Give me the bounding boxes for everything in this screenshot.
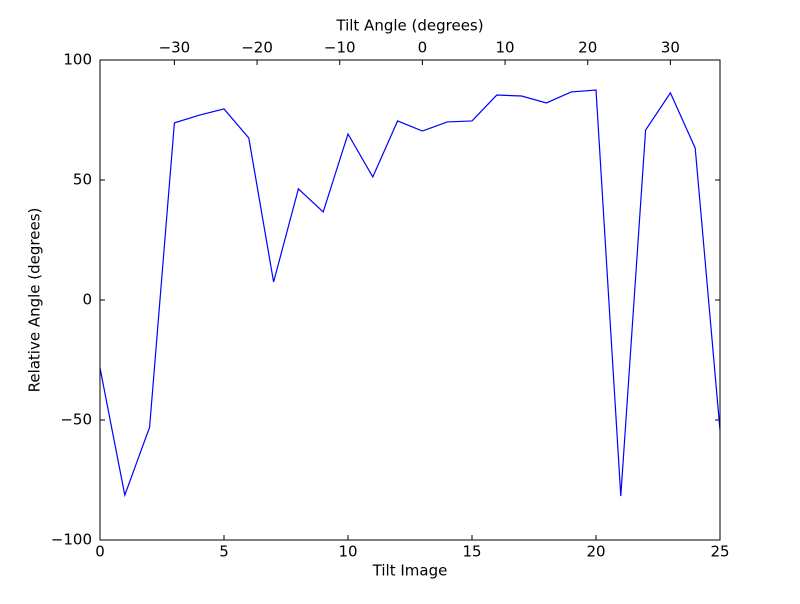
y-tick-label: −50 <box>60 411 92 429</box>
x-tick-label: 5 <box>219 543 229 561</box>
x-tick-label: 25 <box>710 543 729 561</box>
x2-tick-label: 30 <box>661 39 680 57</box>
y-tick-label: 0 <box>82 291 92 309</box>
x-tick-label: 20 <box>586 543 605 561</box>
y-tick-label: −100 <box>51 531 92 549</box>
x2-axis-label: Tilt Angle (degrees) <box>335 17 483 35</box>
line-series <box>99 89 721 498</box>
x-axis-label: Tilt Image <box>372 562 448 580</box>
x2-tick-label: 10 <box>496 39 515 57</box>
x2-tick-label: −20 <box>241 39 273 57</box>
x-tick-label: 0 <box>95 543 105 561</box>
y-tick-label: 100 <box>63 51 92 69</box>
y-tick-label: 50 <box>73 171 92 189</box>
x-tick-label: 15 <box>462 543 481 561</box>
x2-tick-label: 0 <box>418 39 428 57</box>
x2-tick-label: 20 <box>578 39 597 57</box>
x2-tick-label: −30 <box>159 39 191 57</box>
x-tick-label: 10 <box>338 543 357 561</box>
plot-frame <box>99 59 721 541</box>
x2-tick-label: −10 <box>324 39 356 57</box>
y-axis-label: Relative Angle (degrees) <box>26 208 44 393</box>
